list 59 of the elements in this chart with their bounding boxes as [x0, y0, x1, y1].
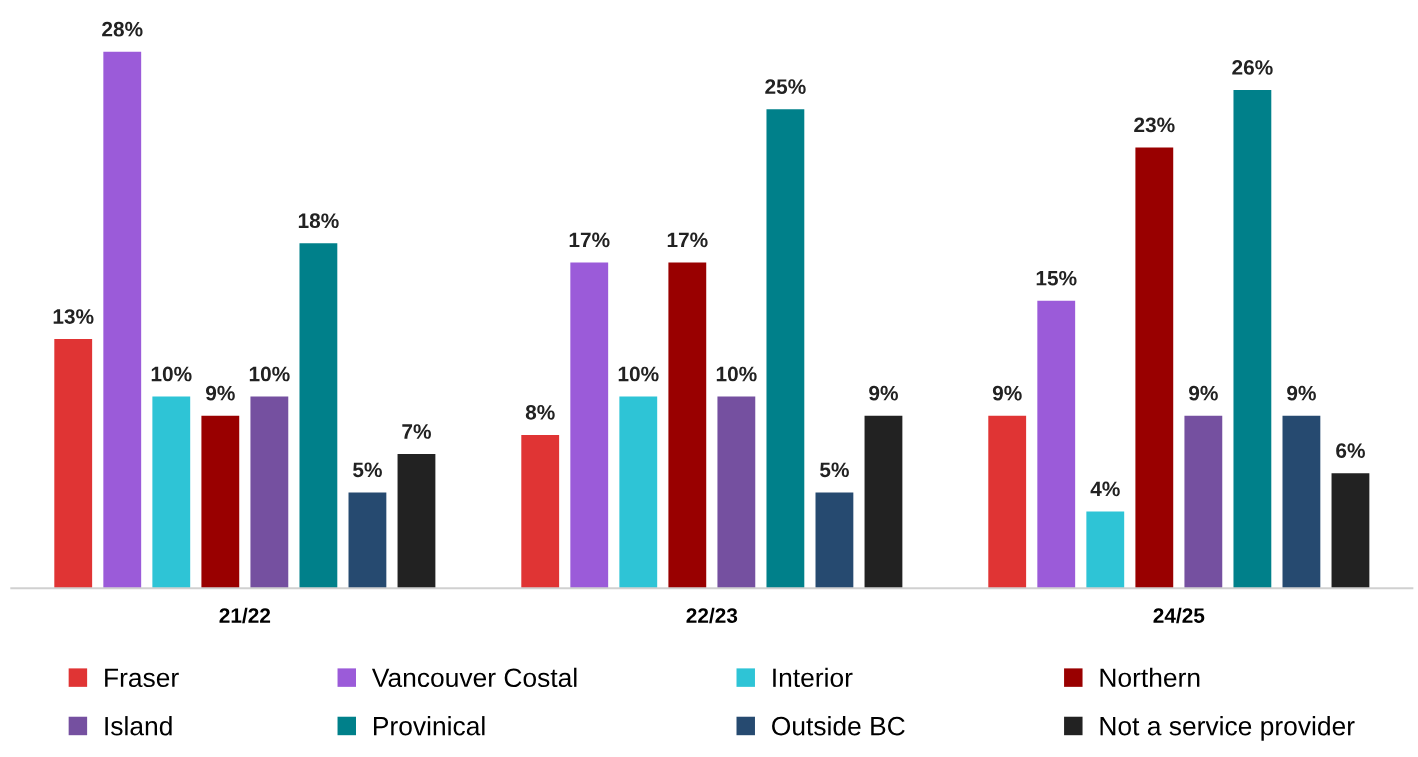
legend-label: Provinical [374, 716, 485, 736]
data-label: 13% [53, 309, 94, 324]
data-label: 10% [249, 366, 290, 382]
bar [988, 415, 1027, 589]
legend-label: Northern [1100, 667, 1200, 688]
bar [815, 492, 854, 589]
data-label: 9% [1287, 385, 1316, 401]
data-label: 18% [298, 213, 339, 229]
data-label: 10% [716, 366, 757, 382]
bar [1135, 147, 1174, 589]
bar [1282, 415, 1321, 589]
data-label: 8% [525, 404, 555, 420]
data-label: 15% [1036, 270, 1077, 286]
bar [1037, 300, 1076, 589]
data-label: 5% [820, 462, 849, 478]
data-label: 4% [1090, 481, 1120, 497]
bar [299, 243, 338, 589]
bar [864, 415, 903, 589]
bar [103, 51, 142, 589]
data-label: 9% [869, 385, 898, 401]
bar [1184, 415, 1223, 589]
data-label: 7% [402, 424, 431, 439]
x-tick-label: 21/22 [219, 607, 271, 624]
bar [570, 262, 609, 589]
data-label: 17% [569, 232, 610, 248]
legend-label: Vancouver Costal [371, 667, 577, 688]
bar [521, 434, 560, 589]
bar [1331, 473, 1370, 589]
x-tick-label: 22/23 [686, 607, 738, 624]
data-label: 5% [353, 462, 382, 478]
legend-label: Interior [773, 667, 853, 688]
bar [766, 109, 805, 589]
bar [1233, 90, 1272, 589]
legend-label: Fraser [105, 668, 179, 688]
data-label: 9% [992, 385, 1022, 401]
data-label: 10% [151, 366, 192, 382]
bar [397, 454, 436, 589]
bar [250, 396, 289, 589]
data-label: 25% [765, 79, 806, 94]
data-label: 9% [1189, 385, 1218, 401]
data-label: 28% [102, 21, 143, 37]
data-label: 9% [205, 385, 235, 401]
bar [1086, 511, 1125, 589]
data-label: 17% [667, 232, 708, 248]
data-label: 23% [1134, 117, 1175, 133]
bar [668, 262, 707, 589]
legend-label: Outside BC [772, 716, 905, 736]
data-label: 6% [1336, 443, 1365, 459]
legend-label: Not a service provider [1100, 716, 1355, 741]
data-label: 10% [618, 366, 659, 382]
data-label: 26% [1232, 60, 1273, 75]
bar [54, 339, 93, 589]
x-tick-label: 24/25 [1153, 607, 1205, 624]
bar [717, 396, 756, 589]
bar [619, 396, 658, 589]
bar [152, 396, 191, 589]
bar [348, 492, 387, 589]
bar [201, 415, 240, 589]
legend-label: Island [105, 716, 172, 736]
